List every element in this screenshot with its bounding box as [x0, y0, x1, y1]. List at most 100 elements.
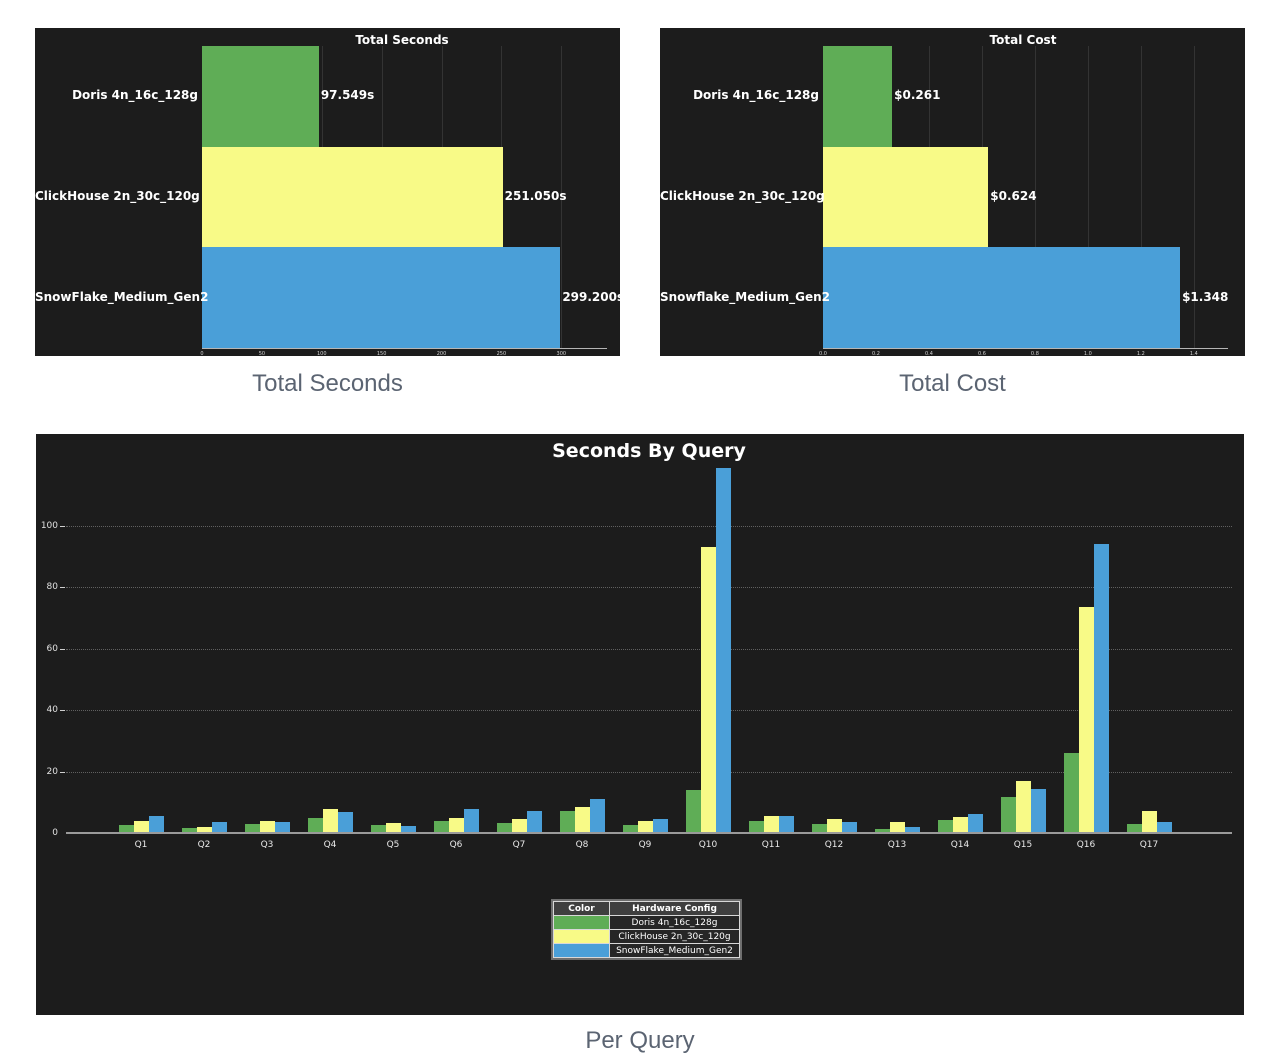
x-tick-label: 0.8	[1030, 351, 1039, 357]
gridline	[66, 771, 1232, 773]
bar-q6-series-1	[448, 817, 464, 833]
bar-q9-series-0	[622, 825, 638, 833]
gridline	[1193, 46, 1195, 348]
bar-q16-series-0	[1063, 753, 1079, 833]
x-axis-line	[823, 348, 1228, 349]
total-cost-caption: Total Cost	[899, 370, 1006, 397]
bar-q16-series-1	[1078, 606, 1094, 833]
x-tick-label: 100	[316, 351, 327, 357]
bar-q5-series-1	[385, 822, 401, 833]
bar-q13-series-1	[889, 821, 905, 833]
bar-q10-series-0	[685, 789, 701, 833]
x-tick-label: 0.6	[977, 351, 986, 357]
value-label: 251.050s	[504, 189, 567, 203]
bar-q10-series-2	[715, 468, 731, 833]
bar-q1-series-1	[133, 821, 149, 833]
bar-q3-series-0	[244, 823, 260, 833]
total-cost-chart-panel: Total Cost Doris 4n_16c_128g $0.261 ClickH…	[660, 28, 1245, 357]
bar-q15-series-0	[1000, 796, 1016, 833]
gridline	[66, 710, 1232, 711]
gridline	[1034, 46, 1036, 348]
seconds-by-query-chart-panel: Seconds By Query Color Hardware Config D…	[36, 434, 1244, 1015]
y-tick-mark	[60, 648, 65, 650]
value-label: 97.549s	[320, 88, 375, 103]
legend-label-clickhouse: ClickHouse 2n_30c_120g	[609, 929, 740, 944]
category-label: SnowFlake_Medium_Gen2	[35, 289, 209, 304]
x-tick-label: 0.4	[924, 351, 933, 357]
clickhouse-color-swatch	[553, 929, 610, 944]
bar-q17-series-2	[1156, 821, 1172, 833]
bar-q6-series-2	[463, 808, 479, 833]
x-tick-label: Q1	[134, 840, 148, 850]
x-tick-label: Q17	[1139, 840, 1159, 850]
legend-label-snowflake: SnowFlake_Medium_Gen2	[609, 943, 740, 958]
gridline	[66, 587, 1232, 588]
total-cost-chart-title: Total Cost	[989, 33, 1057, 47]
bar-q7-series-2	[526, 811, 542, 833]
value-label: 299.200s	[562, 289, 625, 304]
bar-q2-series-1	[196, 827, 212, 833]
doris-color-swatch	[553, 915, 610, 930]
legend-row-doris: Doris 4n_16c_128g	[553, 915, 740, 930]
x-tick-label: Q8	[575, 840, 589, 850]
bar-q17-series-1	[1141, 810, 1157, 833]
value-label: $1.348	[1182, 289, 1229, 304]
total-seconds-chart-panel: Total Seconds Doris 4n_16c_128g 97.549s Cl…	[35, 28, 624, 357]
total-seconds-chart-title: Total Seconds	[355, 33, 449, 47]
bar-q16-series-2	[1093, 543, 1109, 833]
bar-q8-series-1	[574, 807, 590, 833]
bar-q11-series-2	[778, 815, 794, 833]
bar-snowflake-medium-gen2	[823, 247, 1181, 348]
legend-header-color: Color	[553, 901, 610, 916]
gridline	[66, 525, 1232, 527]
x-tick-label: 1.2	[1136, 351, 1145, 357]
bar-q6-series-0	[433, 820, 449, 833]
value-label: $0.261	[894, 88, 941, 103]
legend-table: Color Hardware Config Doris 4n_16c_128g …	[551, 899, 742, 960]
snowflake-color-swatch	[553, 943, 610, 958]
bar-q15-series-2	[1030, 789, 1046, 833]
x-axis-line	[202, 348, 607, 349]
bar-q2-series-2	[211, 821, 227, 833]
category-label: Snowflake_Medium_Gen2	[660, 289, 831, 304]
x-tick-label: Q14	[950, 840, 970, 850]
legend-header-config: Hardware Config	[609, 901, 740, 916]
x-tick-label: 250	[496, 351, 507, 357]
x-tick-label: 300	[556, 351, 567, 357]
bar-q4-series-1	[322, 808, 338, 833]
category-label: Doris 4n_16c_128g	[72, 88, 198, 103]
total-seconds-caption: Total Seconds	[252, 370, 403, 397]
bar-q12-series-1	[826, 819, 842, 833]
category-label: ClickHouse 2n_30c_120g	[660, 189, 825, 203]
bar-q11-series-1	[763, 815, 779, 833]
x-tick-label: Q15	[1013, 840, 1033, 850]
bar-q1-series-0	[118, 825, 134, 833]
bar-q8-series-0	[559, 811, 575, 833]
bar-clickhouse-2n-30c-120g	[202, 146, 503, 248]
bar-q3-series-1	[259, 821, 275, 833]
x-axis-line	[66, 832, 1232, 834]
bar-q12-series-0	[811, 824, 827, 833]
bar-q1-series-2	[148, 815, 164, 833]
bar-doris-4n-16c-128g	[202, 46, 319, 147]
x-tick-label: Q3	[260, 840, 274, 850]
y-tick-label: 40	[46, 705, 58, 715]
gridline	[1087, 46, 1089, 348]
bar-q8-series-2	[589, 799, 605, 833]
bar-q7-series-0	[496, 822, 512, 833]
bar-snowflake-medium-gen2	[202, 247, 561, 348]
bar-q15-series-1	[1015, 781, 1031, 833]
per-query-caption: Per Query	[585, 1027, 695, 1054]
y-tick-label: 20	[46, 766, 58, 777]
x-tick-label: 150	[376, 351, 387, 357]
legend-row-snowflake: SnowFlake_Medium_Gen2	[553, 943, 740, 958]
bar-q11-series-0	[748, 821, 764, 833]
bar-q12-series-2	[841, 822, 857, 833]
bar-q5-series-2	[400, 825, 416, 833]
bar-q14-series-0	[937, 820, 953, 833]
bar-q3-series-2	[274, 821, 290, 833]
y-tick-label: 100	[40, 520, 58, 531]
y-tick-mark	[60, 771, 65, 773]
y-tick-mark	[60, 587, 65, 588]
legend-label-doris: Doris 4n_16c_128g	[609, 915, 740, 930]
